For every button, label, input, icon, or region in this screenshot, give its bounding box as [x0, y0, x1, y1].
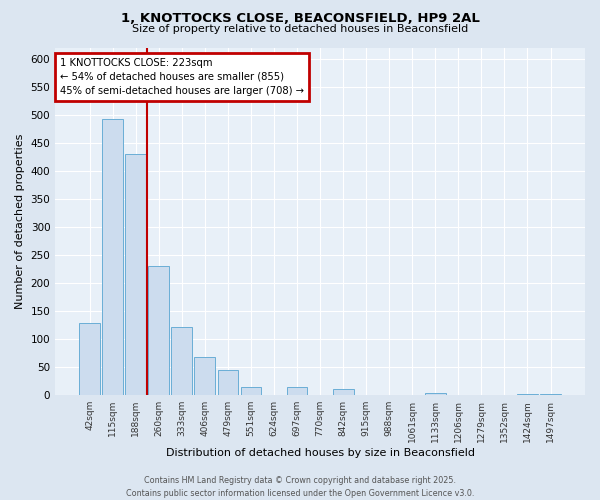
Bar [218, 370, 238, 395]
Bar [517, 394, 538, 395]
Bar [172, 326, 192, 395]
Bar [102, 119, 123, 395]
Bar [425, 392, 446, 395]
Bar [194, 357, 215, 395]
Bar [241, 386, 262, 395]
Text: Contains HM Land Registry data © Crown copyright and database right 2025.
Contai: Contains HM Land Registry data © Crown c… [126, 476, 474, 498]
Bar [540, 394, 561, 395]
Bar [79, 323, 100, 395]
Y-axis label: Number of detached properties: Number of detached properties [15, 134, 25, 309]
Bar [125, 154, 146, 395]
Bar [287, 386, 307, 395]
Text: 1, KNOTTOCKS CLOSE, BEACONSFIELD, HP9 2AL: 1, KNOTTOCKS CLOSE, BEACONSFIELD, HP9 2A… [121, 12, 479, 26]
X-axis label: Distribution of detached houses by size in Beaconsfield: Distribution of detached houses by size … [166, 448, 475, 458]
Bar [148, 266, 169, 395]
Text: 1 KNOTTOCKS CLOSE: 223sqm
← 54% of detached houses are smaller (855)
45% of semi: 1 KNOTTOCKS CLOSE: 223sqm ← 54% of detac… [61, 58, 304, 96]
Text: Size of property relative to detached houses in Beaconsfield: Size of property relative to detached ho… [132, 24, 468, 34]
Bar [333, 390, 353, 395]
